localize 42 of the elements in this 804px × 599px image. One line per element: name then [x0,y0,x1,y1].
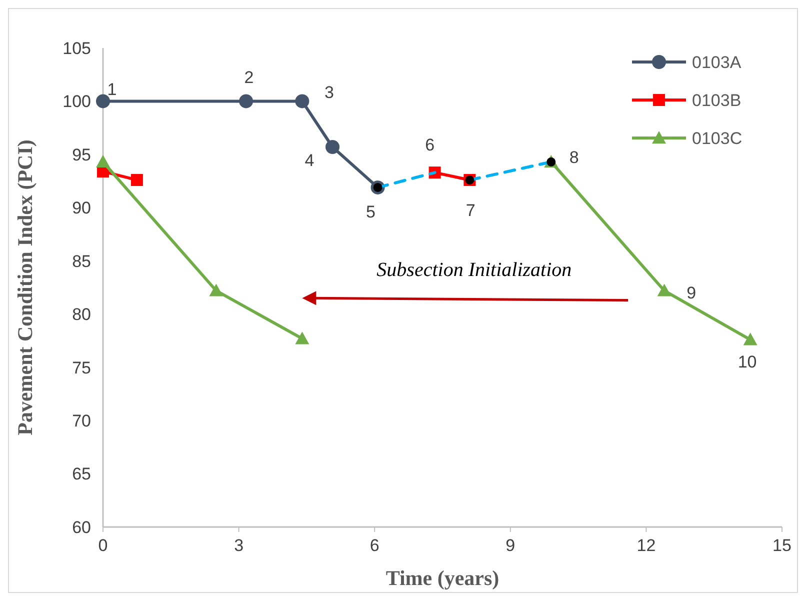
annotation: Subsection Initialization [376,258,572,281]
annotation: 7 [466,200,476,220]
annotation: 6 [425,135,435,154]
legend-label: 0103B [692,90,742,110]
x-tick-label: 12 [636,536,656,555]
y-tick-label: 100 [62,92,91,112]
annotation: 1 [107,80,117,100]
x-tick-label: 0 [98,536,108,555]
annotation: 4 [304,150,314,170]
y-tick-label: 90 [72,198,91,218]
annotation: 9 [686,284,696,303]
annotation: 2 [244,68,254,88]
point [209,284,224,296]
point [96,154,110,168]
annotation: 10 [738,352,757,372]
x-tick-label: 15 [772,536,792,555]
x-tick-label: 9 [506,536,516,555]
x-axis-title: Time (years) [386,566,500,590]
annotation: 3 [324,83,334,102]
point [657,284,672,296]
x-tick-label: 6 [370,536,380,555]
y-tick-label: 75 [72,358,91,378]
point [96,94,110,108]
y-axis-title: Pavement Condition Index (PCI) [13,140,37,436]
point [295,332,310,344]
y-tick-label: 60 [72,518,91,537]
y-tick-label: 80 [72,305,91,324]
y-tick-label: 95 [72,145,91,164]
y-tick-label: 65 [72,464,91,484]
point [239,94,254,108]
y-tick-label: 70 [72,412,91,431]
point [130,174,143,186]
legend-label: 0103C [692,128,742,148]
annotation: 8 [569,148,579,167]
x-tick-label: 3 [234,536,244,555]
point [295,94,310,108]
point [743,332,758,346]
y-tick-label: 85 [72,252,91,271]
annotation: 5 [366,202,376,222]
legend-label: 0103A [692,52,742,72]
y-tick-label: 105 [62,38,91,58]
point [326,140,340,154]
